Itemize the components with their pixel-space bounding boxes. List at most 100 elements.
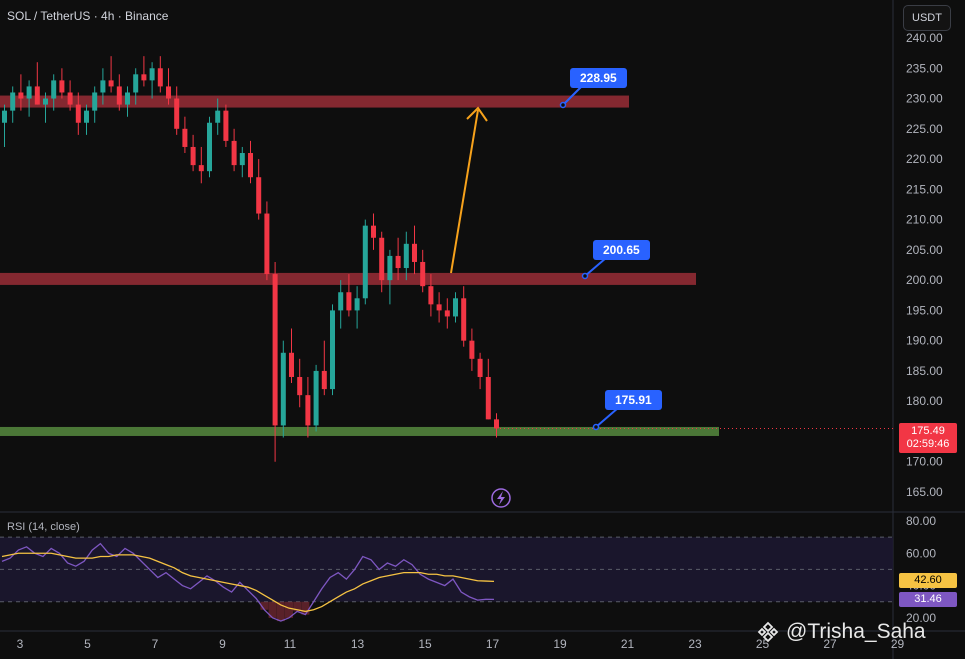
candle-body <box>256 177 262 214</box>
callout-pointer-0 <box>562 85 583 106</box>
candle-body <box>420 261 426 287</box>
y-tick-label: 185.00 <box>906 364 943 378</box>
y-tick-label: 240.00 <box>906 31 943 45</box>
callout-anchor-0 <box>559 101 567 109</box>
candle-body <box>272 274 278 426</box>
y-tick-label: 205.00 <box>906 243 943 257</box>
candle-body <box>395 255 401 269</box>
candle-body <box>2 110 7 123</box>
callout-support: 175.91 <box>605 390 662 410</box>
callout-anchor-2 <box>592 423 600 431</box>
candle-body <box>436 304 442 311</box>
candle-body <box>34 86 40 105</box>
price-levels <box>0 85 893 436</box>
rsi-label: RSI (14, close) <box>7 521 80 533</box>
y-tick-label: 215.00 <box>906 182 943 196</box>
x-tick-label: 5 <box>84 637 91 651</box>
candle-body <box>444 310 450 317</box>
candle-body <box>346 292 352 311</box>
candle-body <box>239 153 245 166</box>
candle-body <box>108 80 114 87</box>
level-band-0 <box>0 95 629 108</box>
level-band-1 <box>0 272 696 285</box>
candle-body <box>313 370 319 426</box>
candle-body <box>223 110 229 141</box>
rsi-tick-label: 80.00 <box>906 514 936 528</box>
candle-body <box>280 352 286 426</box>
arrow-head <box>466 106 488 122</box>
x-tick-label: 17 <box>486 637 500 651</box>
candle-body <box>231 140 237 166</box>
callout-pointer-1 <box>584 257 607 277</box>
candle-body <box>330 310 335 390</box>
candle-body <box>379 237 385 281</box>
rsi-ma-line <box>1 552 495 613</box>
rsi-value-tag: 31.46 <box>899 592 957 607</box>
watermark-text: @Trisha_Saha <box>786 620 926 643</box>
currency-button[interactable]: USDT <box>903 5 951 31</box>
candle-body <box>485 376 491 420</box>
candle-body <box>125 92 130 105</box>
x-tick-label: 29 <box>891 637 905 651</box>
rsi-oversold-fill <box>260 601 310 622</box>
rsi-ma-tag: 42.60 <box>899 573 957 588</box>
rsi-band <box>0 537 893 602</box>
candle-body <box>305 395 311 426</box>
main-pane-bg <box>0 0 893 512</box>
candle-body <box>18 92 24 99</box>
current-price: 175.49 <box>911 425 945 437</box>
candle-body <box>75 104 81 123</box>
x-tick-label: 27 <box>823 637 837 651</box>
candle-body <box>428 286 434 305</box>
candlestick-series <box>2 56 499 462</box>
candle-body <box>141 74 147 81</box>
binance-logo-icon <box>757 621 779 643</box>
x-tick-label: 19 <box>553 637 567 651</box>
rsi-tick-label: 60.00 <box>906 546 936 560</box>
y-tick-label: 210.00 <box>906 213 943 227</box>
candle-body <box>149 68 155 81</box>
candle-body <box>338 292 344 311</box>
arrow-shaft <box>450 109 479 274</box>
x-tick-label: 3 <box>17 637 24 651</box>
y-tick-label: 170.00 <box>906 455 943 469</box>
candle-body <box>403 243 409 269</box>
candle-body <box>207 122 212 172</box>
candle-body <box>494 419 499 429</box>
candle-body <box>174 98 180 129</box>
x-tick-label: 15 <box>418 637 432 651</box>
y-tick-label: 235.00 <box>906 61 943 75</box>
current-price-tag: 175.49 02:59:46 <box>899 423 957 453</box>
candle-body <box>84 110 89 123</box>
y-tick-label: 200.00 <box>906 273 943 287</box>
x-tick-label: 21 <box>621 637 635 651</box>
rsi-tick-label: 20.00 <box>906 611 936 625</box>
candle-body <box>166 86 171 99</box>
y-tick-label: 190.00 <box>906 334 943 348</box>
callout-anchor-1 <box>581 272 589 280</box>
candle-body <box>157 68 163 87</box>
candle-body <box>116 86 122 105</box>
candle-body <box>92 92 98 111</box>
candle-body <box>133 74 139 93</box>
flash-icon[interactable] <box>491 488 511 508</box>
rsi-line <box>1 542 495 622</box>
watermark: @Trisha_Saha <box>756 620 926 644</box>
y-tick-label: 180.00 <box>906 394 943 408</box>
candle-body <box>100 80 106 93</box>
candle-body <box>354 298 360 311</box>
candle-body <box>10 92 16 111</box>
x-tick-label: 9 <box>219 637 226 651</box>
candle-body <box>469 340 475 359</box>
symbol-title[interactable]: SOL / TetherUS · 4h · Binance <box>7 9 169 23</box>
y-tick-label: 220.00 <box>906 152 943 166</box>
y-tick-label: 195.00 <box>906 303 943 317</box>
y-tick-label: 165.00 <box>906 485 943 499</box>
projection-arrow <box>450 106 488 274</box>
candle-body <box>412 243 417 262</box>
x-tick-label: 7 <box>152 637 159 651</box>
candle-body <box>215 110 221 123</box>
candle-body <box>371 225 376 238</box>
